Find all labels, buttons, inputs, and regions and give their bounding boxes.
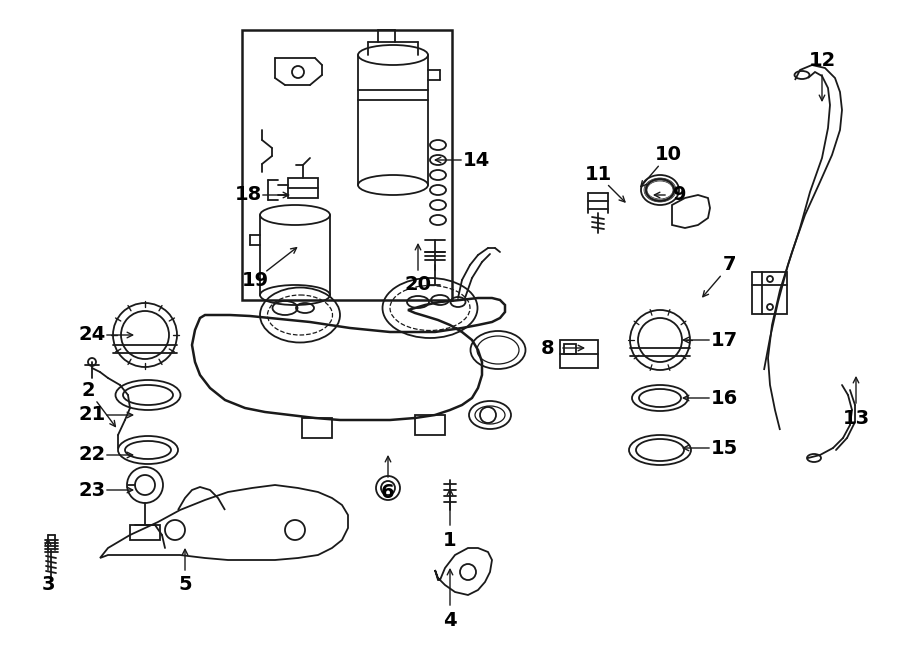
- Text: 2: 2: [81, 381, 94, 399]
- Text: 22: 22: [78, 446, 105, 465]
- Text: 14: 14: [463, 151, 490, 169]
- Text: 5: 5: [178, 576, 192, 594]
- Text: 20: 20: [404, 276, 431, 295]
- Text: 10: 10: [654, 145, 681, 165]
- Text: 18: 18: [234, 186, 262, 204]
- Text: 8: 8: [541, 338, 554, 358]
- Text: 21: 21: [78, 405, 105, 424]
- Text: 24: 24: [78, 325, 105, 344]
- Text: 4: 4: [443, 611, 457, 629]
- Text: 6: 6: [382, 483, 395, 502]
- Text: 3: 3: [41, 576, 55, 594]
- Text: 7: 7: [724, 256, 737, 274]
- Text: 13: 13: [842, 408, 869, 428]
- Text: 17: 17: [710, 330, 738, 350]
- Text: 12: 12: [808, 50, 835, 69]
- Text: 9: 9: [673, 186, 687, 204]
- Text: 1: 1: [443, 531, 457, 549]
- Text: 15: 15: [710, 438, 738, 457]
- Text: 19: 19: [241, 270, 268, 290]
- Text: 11: 11: [584, 165, 612, 184]
- Text: 16: 16: [710, 389, 738, 407]
- Text: 23: 23: [78, 481, 105, 500]
